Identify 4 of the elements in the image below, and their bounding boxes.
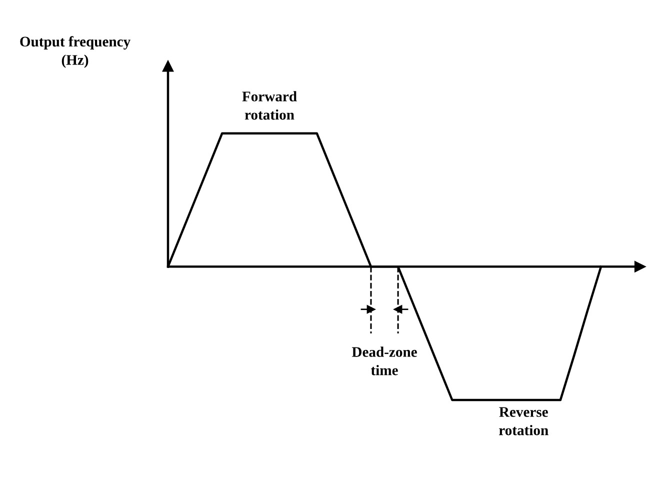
text: Reverse rotation [499, 407, 548, 436]
text: Forward rotation [242, 91, 297, 120]
annotation: Dead-zone time [352, 346, 417, 376]
y-axis-title: Output frequency (Hz) [20, 36, 130, 68]
